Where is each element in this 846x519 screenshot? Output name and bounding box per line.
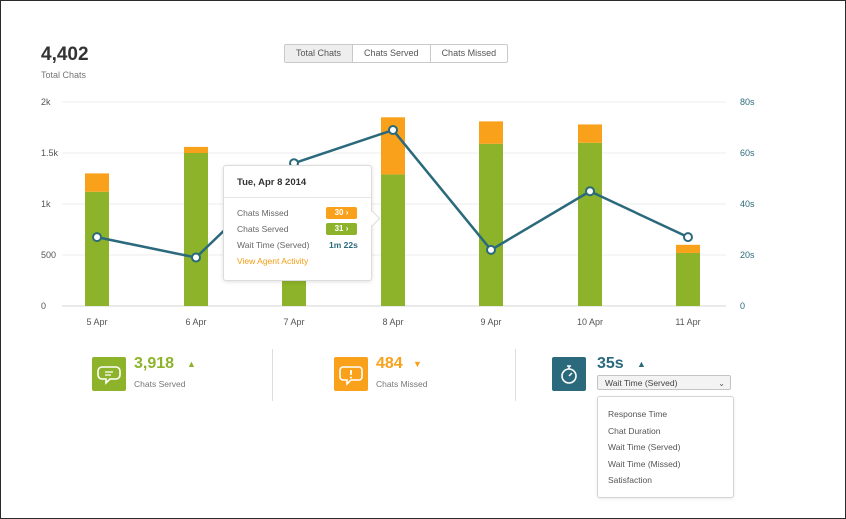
metric-select[interactable]: Wait Time (Served) ⌄ — [597, 375, 731, 390]
wait-time-point — [683, 232, 693, 243]
y-tick-left: 0 — [41, 301, 46, 311]
kpi-divider-1 — [272, 349, 273, 401]
chevron-down-icon: ⌄ — [718, 379, 725, 388]
y-tick-left: 1k — [41, 199, 51, 209]
x-tick-label: 7 Apr — [283, 317, 304, 327]
y-tick-right: 20s — [740, 250, 755, 260]
kpi-missed-label: Chats Missed — [376, 379, 428, 389]
bar-served — [479, 143, 503, 306]
wait-time-point — [92, 232, 102, 243]
tooltip-badge-missed[interactable]: 30 › — [326, 207, 357, 219]
x-tick-label: 10 Apr — [577, 317, 603, 327]
bar-served — [676, 252, 700, 306]
alert-bubble-icon — [334, 357, 368, 391]
total-chats-label: Total Chats — [41, 70, 87, 80]
kpi-divider-2 — [515, 349, 516, 401]
menu-item-response-time[interactable]: Response Time — [608, 409, 668, 419]
kpi-wait-value: 35s — [597, 355, 624, 372]
x-tick-label: 9 Apr — [480, 317, 501, 327]
bar-missed — [676, 244, 700, 253]
trend-up-icon-wait: ▲ — [637, 359, 646, 369]
y-tick-left: 2k — [41, 97, 51, 107]
menu-item-wait-missed[interactable]: Wait Time (Missed) — [608, 459, 681, 469]
wait-time-point — [585, 186, 595, 197]
view-agent-activity-link[interactable]: View Agent Activity — [237, 256, 309, 266]
kpi-served-label: Chats Served — [134, 379, 186, 389]
wait-time-point — [486, 244, 496, 255]
y-tick-right: 40s — [740, 199, 755, 209]
bar-served — [184, 153, 208, 306]
x-tick-label: 8 Apr — [382, 317, 403, 327]
trend-up-icon: ▲ — [187, 359, 196, 369]
bar-missed — [578, 124, 602, 143]
kpi-missed-value: 484 — [376, 355, 403, 372]
tab-chats-missed[interactable]: Chats Missed — [441, 48, 497, 58]
wait-time-point — [388, 125, 398, 136]
tooltip-label-served: Chats Served — [237, 224, 289, 234]
menu-item-wait-served[interactable]: Wait Time (Served) — [608, 442, 681, 452]
y-tick-right: 60s — [740, 148, 755, 158]
wait-time-point — [191, 252, 201, 263]
kpi-served-value: 3,918 — [134, 355, 175, 372]
tab-total-chats[interactable]: Total Chats — [285, 45, 354, 62]
chat-bubbles-icon — [92, 357, 126, 391]
x-tick-label: 5 Apr — [86, 317, 107, 327]
x-tick-label: 6 Apr — [185, 317, 206, 327]
y-tick-left: 1.5k — [41, 148, 59, 158]
bar-missed — [184, 146, 208, 153]
bar-served — [85, 191, 109, 306]
trend-down-icon: ▼ — [413, 359, 422, 369]
metric-select-value: Wait Time (Served) — [605, 378, 678, 388]
y-tick-left: 500 — [41, 250, 56, 260]
stopwatch-icon — [552, 357, 586, 391]
tooltip-divider — [224, 197, 371, 198]
tooltip-label-missed: Chats Missed — [237, 208, 289, 218]
bar-served — [381, 174, 405, 306]
bar-served — [578, 142, 602, 306]
menu-item-satisfaction[interactable]: Satisfaction — [608, 475, 652, 485]
menu-item-chat-duration[interactable]: Chat Duration — [608, 426, 661, 436]
tooltip-label-wait: Wait Time (Served) — [237, 240, 310, 250]
bar-missed — [479, 121, 503, 144]
tooltip-value-wait: 1m 22s — [329, 240, 358, 250]
x-tick-label: 11 Apr — [675, 317, 700, 327]
tab-chats-served[interactable]: Chats Served — [353, 45, 431, 62]
y-tick-right: 0 — [740, 301, 745, 311]
chart-tab-group: Total Chats Chats Served Chats Missed — [284, 44, 509, 63]
tooltip-date: Tue, Apr 8 2014 — [237, 177, 307, 188]
metric-menu: Response Time Chat Duration Wait Time (S… — [597, 396, 734, 498]
bar-missed — [85, 173, 109, 192]
total-chats-value: 4,402 — [41, 44, 89, 65]
chart-tooltip: Tue, Apr 8 2014 Chats Missed 30 › Chats … — [223, 165, 381, 281]
tooltip-badge-served[interactable]: 31 › — [326, 223, 357, 235]
y-tick-right: 80s — [740, 97, 755, 107]
